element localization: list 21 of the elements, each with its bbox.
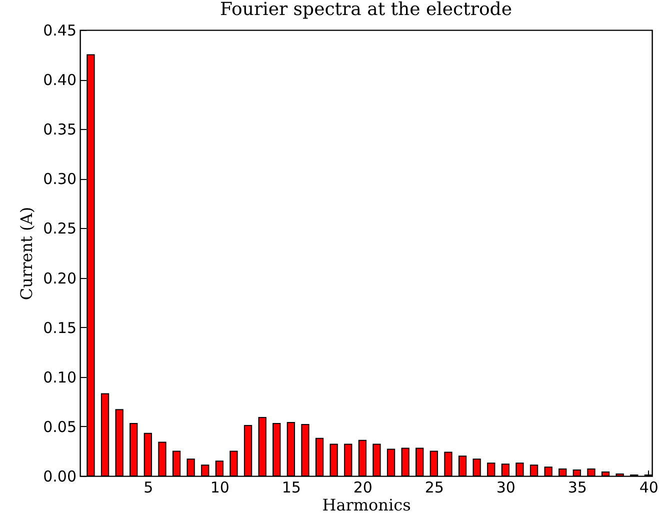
y-tick-label: 0.10 [43,368,76,386]
y-tick-label: 0.40 [43,71,76,90]
y-tick-label: 0.35 [43,120,76,139]
y-tick-label: 0.45 [43,22,76,40]
y-axis-title: Current (A) [17,206,36,300]
chart-title: Fourier spectra at the electrode [220,0,512,20]
x-tick-label: 35 [568,478,587,496]
x-tick-label: 15 [282,478,301,496]
x-axis-title: Harmonics [322,496,411,514]
x-tick-label: 40 [639,478,658,496]
x-tick-label: 10 [210,478,230,496]
y-tick-label: 0.00 [43,468,76,486]
y-tick-label: 0.20 [43,269,76,288]
x-tick-label: 25 [424,478,444,496]
x-tick-label: 5 [144,478,154,496]
y-tick-label: 0.05 [43,418,76,436]
y-tick-label: 0.30 [43,170,76,188]
y-tick-label: 0.25 [43,220,76,238]
y-tick-label: 0.15 [43,318,76,337]
x-tick-label: 20 [353,478,372,496]
x-tick-label: 30 [496,478,516,496]
